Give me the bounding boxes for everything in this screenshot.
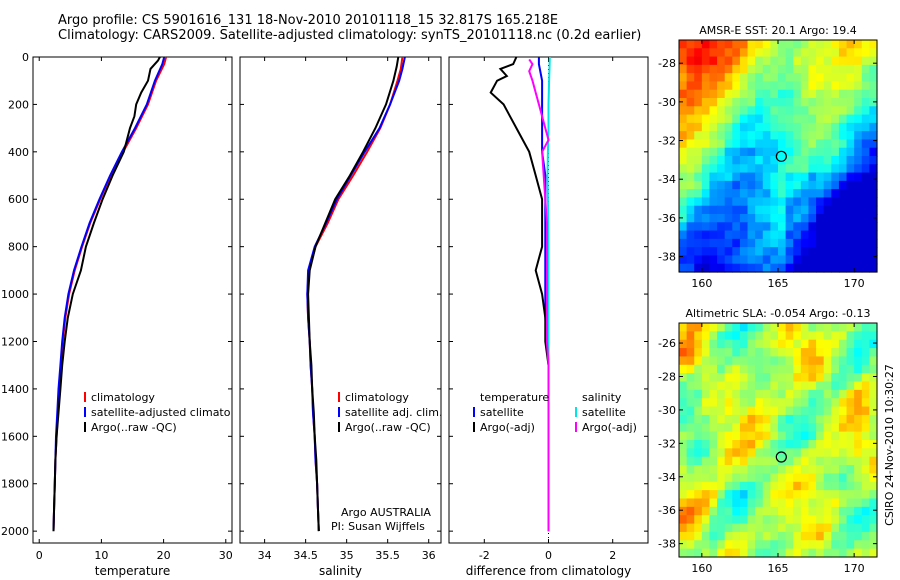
y-tick-label: -30 [658, 404, 676, 417]
institution-label: Argo AUSTRALIA [341, 506, 431, 519]
y-tick-label: 1200 [1, 335, 29, 348]
profile-panel-0: 0 10 20 30 0 200 400 600 800 1000 1200 1400 1600 1800… [1, 51, 233, 578]
y-tick-label: -34 [658, 173, 676, 186]
legend-title-temperature: temperature [480, 391, 549, 404]
x-tick-label: 0 [545, 549, 552, 562]
y-tick-label: 400 [8, 146, 29, 159]
y-tick-label: 800 [8, 241, 29, 254]
y-tick-label: -34 [658, 471, 676, 484]
header-line2: Climatology: CARS2009. Satellite-adjuste… [58, 28, 642, 43]
x-tick-label: 165 [768, 562, 789, 575]
y-tick-label: 1000 [1, 288, 29, 301]
legend-item-1-0: climatology [345, 391, 409, 404]
plot-frame [239, 56, 442, 544]
y-tick-label: -38 [658, 251, 676, 264]
x-tick-label: 165 [768, 277, 789, 290]
legend-title-salinity: salinity [582, 391, 622, 404]
y-tick-label: -32 [658, 437, 676, 450]
legend-item-1-2: Argo(..raw -QC) [345, 421, 431, 434]
x-tick-label: 2 [609, 549, 616, 562]
argo-position-marker [775, 150, 787, 162]
series-line-1 [489, 56, 550, 532]
x-tick-label: 170 [844, 562, 865, 575]
y-tick-label: -28 [658, 370, 676, 383]
x-tick-label: 35.5 [375, 549, 400, 562]
legend-item-2-0: satellite [480, 406, 524, 419]
x-tick-label: 30 [219, 549, 233, 562]
legend-item-2-2: satellite [582, 406, 626, 419]
map-title: AMSR-E SST: 20.1 Argo: 19.4 [699, 24, 857, 37]
x-tick-label: 36 [422, 549, 436, 562]
timestamp-label: CSIRO 24-Nov-2010 10:30:27 [883, 364, 896, 526]
series-line-0 [52, 56, 168, 532]
map-panel-2: 160 165 170 -26 -28 -30 -32 -34 -36 -38 Altimetric… [658, 307, 878, 575]
x-tick-label: 34.5 [293, 549, 318, 562]
legend-item-0-0: climatology [91, 391, 155, 404]
x-tick-label: 35 [340, 549, 354, 562]
x-tick-label: 160 [691, 562, 712, 575]
y-tick-label: 600 [8, 193, 29, 206]
x-tick-label: -2 [479, 549, 490, 562]
header-line1: Argo profile: CS 5901616_131 18-Nov-2010… [58, 13, 559, 28]
y-tick-label: -38 [658, 538, 676, 551]
map-field [679, 323, 878, 558]
y-tick-label: -36 [658, 212, 676, 225]
series-line-1 [306, 56, 406, 532]
map-title: Altimetric SLA: -0.054 Argo: -0.13 [686, 307, 871, 320]
y-tick-label: 1400 [1, 383, 29, 396]
x-tick-label: 20 [157, 549, 171, 562]
y-tick-label: -28 [658, 57, 676, 70]
x-axis-label: difference from climatology [466, 564, 632, 578]
plot-frame [32, 56, 233, 544]
argo-position-marker [775, 451, 787, 463]
y-tick-label: 0 [22, 51, 29, 64]
x-tick-label: 10 [94, 549, 108, 562]
legend-item-2-3: Argo(-adj) [582, 421, 637, 434]
y-tick-label: 2000 [1, 525, 29, 538]
profile-panel-2: -2 0 2 difference from climatology [448, 56, 649, 578]
y-tick-label: -30 [658, 96, 676, 109]
y-tick-label: -32 [658, 135, 676, 148]
y-tick-label: -26 [658, 337, 676, 350]
y-tick-label: -36 [658, 504, 676, 517]
pi-label: PI: Susan Wijffels [331, 520, 425, 533]
map-panel-1: 160 165 170 -28 -30 -32 -34 -36 -38 AMSR-E SST: 2… [658, 24, 878, 290]
series-line-2 [52, 56, 161, 532]
map-field [679, 40, 878, 273]
y-tick-label: 1600 [1, 430, 29, 443]
legend-item-2-1: Argo(-adj) [480, 421, 535, 434]
y-tick-label: 1800 [1, 478, 29, 491]
series-line-3 [528, 58, 550, 532]
profile-panel-1: 34 34.5 35 35.5 36 salinity [239, 56, 442, 578]
x-axis-label: temperature [95, 564, 170, 578]
y-tick-label: 200 [8, 98, 29, 111]
legend-item-1-1: satellite adj. clim. [345, 406, 442, 419]
x-axis-label: salinity [319, 564, 362, 578]
x-tick-label: 0 [36, 549, 43, 562]
x-tick-label: 170 [844, 277, 865, 290]
series-line-2 [307, 56, 400, 532]
legend-item-0-2: Argo(..raw -QC) [91, 421, 177, 434]
legend-item-0-1: satellite-adjusted climatology [91, 406, 254, 419]
series-line-0 [306, 56, 404, 532]
x-tick-label: 160 [691, 277, 712, 290]
x-tick-label: 34 [258, 549, 272, 562]
